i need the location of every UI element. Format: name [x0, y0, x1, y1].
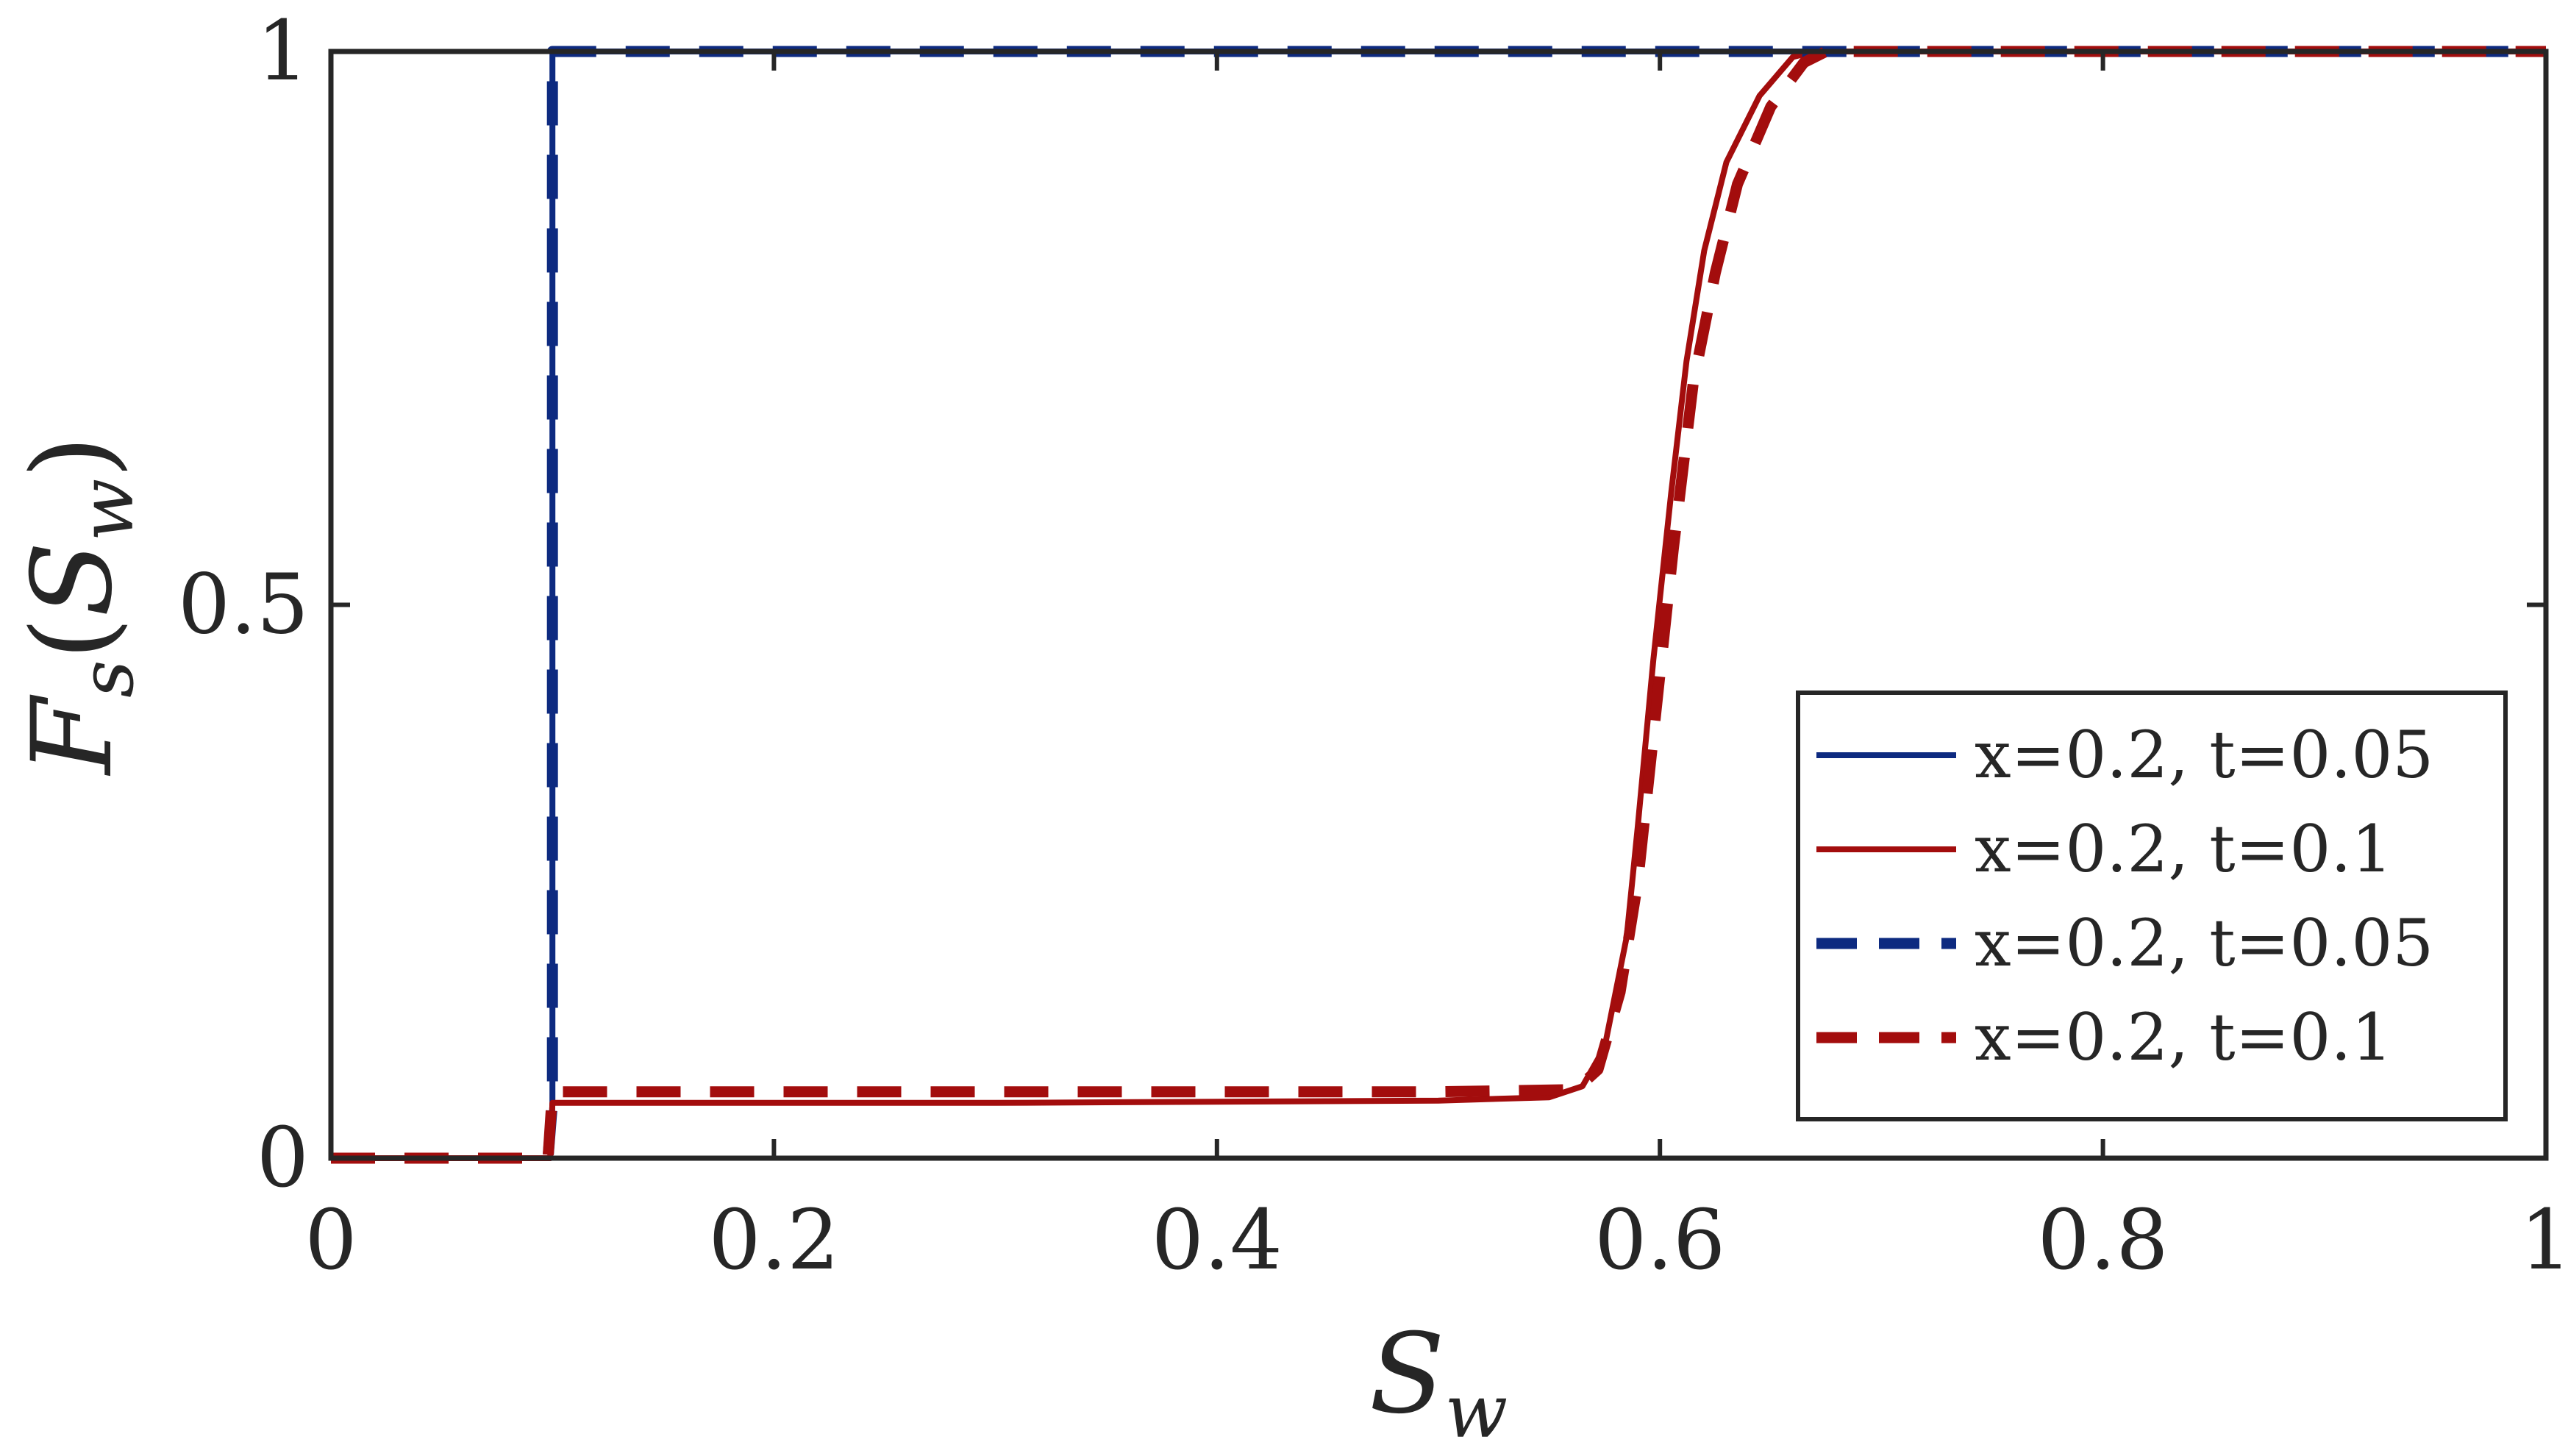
- y-tick-label: 0.5: [178, 557, 309, 653]
- x-tick-label: 0: [304, 1193, 357, 1288]
- y-axis-label-arg-sub: w: [64, 479, 150, 542]
- legend-label-3: x=0.2, t=0.05: [1975, 905, 2433, 981]
- x-tick-label: 0.2: [708, 1193, 839, 1288]
- y-axis: 00.51: [178, 4, 2546, 1206]
- legend-label-1: x=0.2, t=0.05: [1975, 717, 2433, 793]
- legend-label-2: x=0.2, t=0.1: [1975, 811, 2392, 887]
- x-axis-label-main: S: [1369, 1310, 1445, 1438]
- y-axis-label-close-paren: ): [9, 435, 137, 479]
- y-axis-label-func-sub: s: [64, 660, 150, 698]
- legend: x=0.2, t=0.05 x=0.2, t=0.1 x=0.2, t=0.05 x=…: [1796, 690, 2508, 1121]
- y-tick-label: 1: [257, 4, 309, 99]
- x-tick-label: 0.6: [1594, 1193, 1725, 1288]
- y-tick-label: 0: [257, 1110, 309, 1206]
- x-axis-label-sub: w: [1445, 1368, 1508, 1455]
- legend-label-4: x=0.2, t=0.1: [1975, 999, 2392, 1075]
- series-line-2-solid: [331, 49, 2546, 1161]
- x-axis-label: Sw: [1369, 1310, 1508, 1455]
- x-tick-label: 1: [2519, 1193, 2568, 1288]
- y-axis-label-arg: S: [9, 541, 137, 617]
- y-axis-label-open-paren: (: [9, 617, 137, 660]
- legend-box: [1796, 690, 2508, 1121]
- y-axis-label-func: F: [9, 694, 137, 777]
- x-tick-label: 0.4: [1152, 1193, 1283, 1288]
- x-axis: 0 0.2 0.4 0.6 0.8 1: [304, 51, 2568, 1288]
- x-tick-label: 0.8: [2038, 1193, 2169, 1288]
- y-axis-label: Fs(Sw): [9, 435, 150, 777]
